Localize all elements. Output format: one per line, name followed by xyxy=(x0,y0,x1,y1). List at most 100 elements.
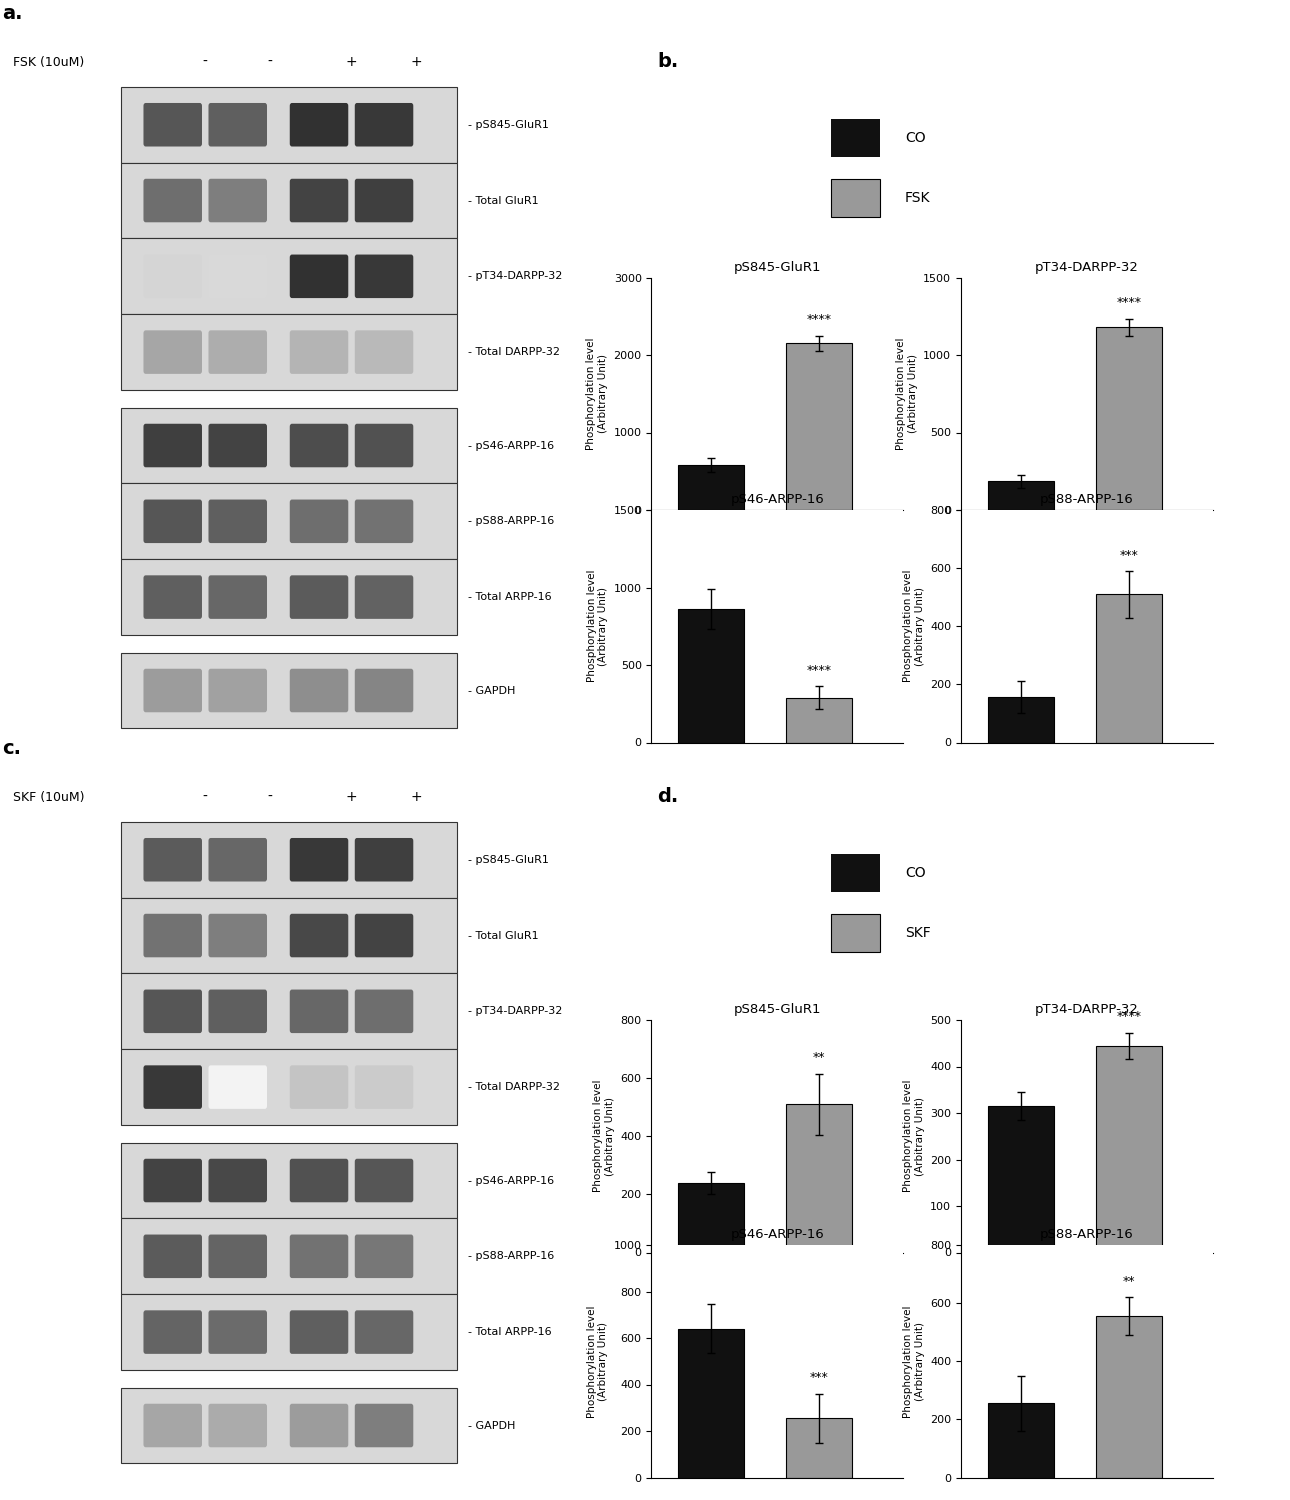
Text: - Total GluR1: - Total GluR1 xyxy=(468,930,539,940)
FancyBboxPatch shape xyxy=(355,914,413,957)
Text: -: - xyxy=(268,790,272,804)
FancyBboxPatch shape xyxy=(143,990,203,1033)
FancyBboxPatch shape xyxy=(143,576,203,620)
FancyBboxPatch shape xyxy=(143,1160,203,1203)
Title: pS845-GluR1: pS845-GluR1 xyxy=(734,261,820,273)
FancyBboxPatch shape xyxy=(355,839,413,882)
Text: -: - xyxy=(203,56,208,69)
FancyBboxPatch shape xyxy=(355,669,413,712)
Bar xyxy=(121,652,457,729)
Bar xyxy=(121,560,457,634)
Bar xyxy=(786,1104,853,1252)
Bar xyxy=(121,822,457,897)
FancyBboxPatch shape xyxy=(290,424,348,468)
Text: **: ** xyxy=(1122,1275,1135,1288)
FancyBboxPatch shape xyxy=(290,1311,348,1354)
Y-axis label: Phosphorylation level
(Arbitrary Unit): Phosphorylation level (Arbitrary Unit) xyxy=(903,570,925,682)
FancyBboxPatch shape xyxy=(209,1234,267,1278)
FancyBboxPatch shape xyxy=(290,330,348,374)
FancyBboxPatch shape xyxy=(355,255,413,298)
Y-axis label: Phosphorylation level
(Arbitrary Unit): Phosphorylation level (Arbitrary Unit) xyxy=(903,1305,925,1418)
FancyBboxPatch shape xyxy=(209,839,267,882)
Bar xyxy=(786,698,853,742)
Title: pS845-GluR1: pS845-GluR1 xyxy=(734,1004,820,1016)
Text: CO: CO xyxy=(906,867,926,880)
FancyBboxPatch shape xyxy=(355,1234,413,1278)
Title: pS46-ARPP-16: pS46-ARPP-16 xyxy=(730,494,824,506)
Text: - Total ARPP-16: - Total ARPP-16 xyxy=(468,592,552,602)
Bar xyxy=(121,483,457,560)
Text: ****: **** xyxy=(806,663,832,676)
Bar xyxy=(121,1218,457,1294)
Text: +: + xyxy=(410,56,422,69)
FancyBboxPatch shape xyxy=(290,669,348,712)
FancyBboxPatch shape xyxy=(209,1065,267,1108)
FancyBboxPatch shape xyxy=(290,1234,348,1278)
FancyBboxPatch shape xyxy=(209,990,267,1033)
Bar xyxy=(679,1329,744,1478)
Bar xyxy=(679,609,744,742)
Bar xyxy=(121,238,457,314)
Text: b.: b. xyxy=(658,51,679,70)
FancyBboxPatch shape xyxy=(209,914,267,957)
Text: - pS46-ARPP-16: - pS46-ARPP-16 xyxy=(468,441,555,450)
FancyBboxPatch shape xyxy=(355,500,413,543)
Text: SKF (10uM): SKF (10uM) xyxy=(13,790,84,804)
FancyBboxPatch shape xyxy=(355,330,413,374)
FancyBboxPatch shape xyxy=(143,669,203,712)
Bar xyxy=(1095,1316,1162,1478)
FancyBboxPatch shape xyxy=(355,1404,413,1447)
Title: pS88-ARPP-16: pS88-ARPP-16 xyxy=(1040,1228,1134,1240)
Bar xyxy=(988,698,1054,742)
FancyBboxPatch shape xyxy=(143,1311,203,1354)
FancyBboxPatch shape xyxy=(143,104,203,147)
FancyBboxPatch shape xyxy=(143,500,203,543)
FancyBboxPatch shape xyxy=(355,178,413,222)
Text: - Total GluR1: - Total GluR1 xyxy=(468,195,539,206)
Text: - pS46-ARPP-16: - pS46-ARPP-16 xyxy=(468,1176,555,1185)
Y-axis label: Phosphorylation level
(Arbitrary Unit): Phosphorylation level (Arbitrary Unit) xyxy=(897,338,917,450)
Text: - Total ARPP-16: - Total ARPP-16 xyxy=(468,1328,552,1336)
FancyBboxPatch shape xyxy=(355,990,413,1033)
FancyBboxPatch shape xyxy=(355,1065,413,1108)
FancyBboxPatch shape xyxy=(355,576,413,620)
FancyBboxPatch shape xyxy=(143,1404,203,1447)
Text: - pS845-GluR1: - pS845-GluR1 xyxy=(468,855,548,864)
Title: pT34-DARPP-32: pT34-DARPP-32 xyxy=(1035,261,1139,273)
FancyBboxPatch shape xyxy=(290,255,348,298)
FancyBboxPatch shape xyxy=(209,424,267,468)
FancyBboxPatch shape xyxy=(143,330,203,374)
FancyBboxPatch shape xyxy=(209,178,267,222)
FancyBboxPatch shape xyxy=(290,500,348,543)
Text: +: + xyxy=(410,790,422,804)
FancyBboxPatch shape xyxy=(143,255,203,298)
Text: - pS845-GluR1: - pS845-GluR1 xyxy=(468,120,548,129)
Bar xyxy=(121,314,457,390)
FancyBboxPatch shape xyxy=(290,1404,348,1447)
Bar xyxy=(1095,327,1162,510)
FancyBboxPatch shape xyxy=(209,104,267,147)
Text: +: + xyxy=(346,56,357,69)
Bar xyxy=(121,87,457,162)
Bar xyxy=(988,482,1054,510)
Text: ****: **** xyxy=(1116,1011,1142,1023)
Bar xyxy=(831,118,880,158)
Bar xyxy=(121,162,457,238)
Y-axis label: Phosphorylation level
(Arbitrary Unit): Phosphorylation level (Arbitrary Unit) xyxy=(587,338,608,450)
FancyBboxPatch shape xyxy=(290,839,348,882)
FancyBboxPatch shape xyxy=(143,914,203,957)
Bar xyxy=(121,974,457,1048)
FancyBboxPatch shape xyxy=(290,104,348,147)
Text: FSK (10uM): FSK (10uM) xyxy=(13,56,84,69)
Text: a.: a. xyxy=(3,4,22,24)
Text: - pS88-ARPP-16: - pS88-ARPP-16 xyxy=(468,1251,555,1262)
Text: -: - xyxy=(268,56,272,69)
Text: - pT34-DARPP-32: - pT34-DARPP-32 xyxy=(468,272,562,282)
FancyBboxPatch shape xyxy=(290,990,348,1033)
Text: SKF: SKF xyxy=(906,926,931,940)
Text: ***: *** xyxy=(1120,549,1138,561)
Bar xyxy=(1095,1046,1162,1252)
Text: ****: **** xyxy=(1116,297,1142,309)
Bar xyxy=(831,914,880,952)
FancyBboxPatch shape xyxy=(143,424,203,468)
